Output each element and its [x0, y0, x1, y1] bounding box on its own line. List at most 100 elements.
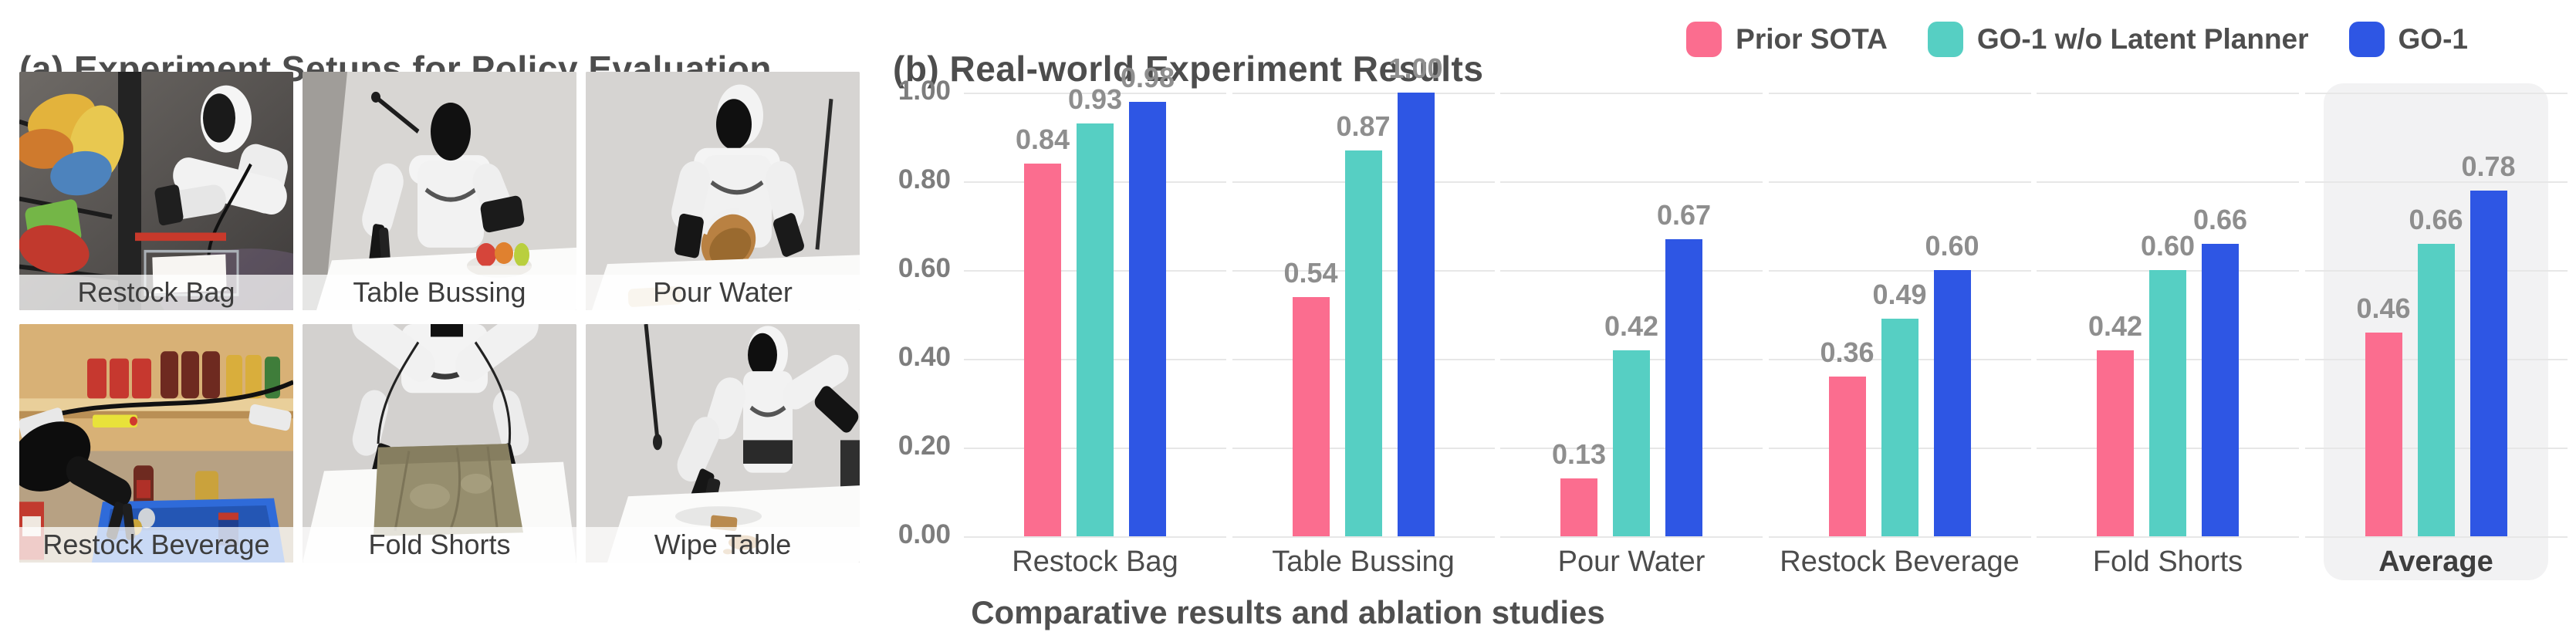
bar-prior-sota — [2097, 350, 2134, 536]
bar-prior-sota — [1292, 296, 1330, 536]
setup-photo-label: Table Bussing — [303, 275, 576, 310]
bar-go-1-w-o-latent-planner — [1344, 150, 1382, 536]
bar-prior-sota — [1560, 478, 1597, 536]
setup-photo-label: Restock Beverage — [19, 527, 293, 563]
bar-go-1 — [1933, 270, 1971, 536]
chart-legend: Prior SOTA GO-1 w/o Latent Planner GO-1 — [1686, 22, 2468, 57]
gridline — [2304, 181, 2568, 183]
bar-go-1 — [1129, 101, 1166, 536]
y-axis-tick-label: 1.00 — [898, 76, 951, 106]
y-axis-tick-label: 0.80 — [898, 164, 951, 194]
bar-go-1 — [1665, 238, 1702, 536]
legend-item-go1-wo-latent-planner: GO-1 w/o Latent Planner — [1927, 22, 2309, 57]
prior-sota-swatch-icon — [1686, 22, 1722, 57]
go1-swatch-icon — [2348, 22, 2385, 57]
gridline — [2304, 93, 2568, 94]
setup-photo-label: Fold Shorts — [303, 527, 576, 563]
bar-go-1 — [1397, 93, 1435, 536]
restock-beverage-scene — [19, 324, 293, 563]
setup-photo-label: Wipe Table — [586, 527, 860, 563]
x-axis-category-label: Pour Water — [1557, 546, 1706, 578]
setup-photo-table-bussing: Table Bussing — [303, 72, 576, 310]
bar-value-label: 0.98 — [1120, 61, 1175, 93]
setup-photo-restock-bag: Restock Bag — [19, 72, 293, 310]
gridline — [1768, 270, 2031, 272]
y-axis-tick-label: 0.60 — [898, 253, 951, 283]
go1-wo-latent-planner-swatch-icon — [1927, 22, 1963, 57]
panel-b-title: (b) Real-world Experiment Results — [893, 49, 1484, 90]
gridline — [1500, 536, 1763, 538]
bar-go-1 — [2470, 190, 2507, 536]
x-axis-category-label: Restock Bag — [1012, 546, 1178, 578]
legend-item-go1: GO-1 — [2348, 22, 2468, 57]
setup-photo-fold-shorts: Fold Shorts — [303, 324, 576, 563]
gridline — [1768, 93, 2031, 94]
setup-photo-label: Restock Bag — [19, 275, 293, 310]
setup-photo-wipe-table: Wipe Table — [586, 324, 860, 563]
bar-value-label: 0.49 — [1872, 279, 1927, 311]
bar-value-label: 0.87 — [1336, 110, 1391, 142]
bar-prior-sota — [1828, 377, 1866, 536]
gridline — [1768, 536, 2031, 538]
gridline — [2037, 536, 2299, 538]
bar-prior-sota — [2365, 332, 2402, 536]
fold-shorts-scene — [303, 324, 576, 563]
bar-go-1-w-o-latent-planner — [1077, 123, 1114, 536]
bar-go-1-w-o-latent-planner — [1613, 350, 1650, 536]
gridline — [1232, 536, 1495, 538]
x-axis-category-label: Fold Shorts — [2092, 546, 2243, 578]
bar-value-label: 0.67 — [1656, 198, 1712, 231]
legend-item-prior-sota: Prior SOTA — [1686, 22, 1888, 57]
bar-go-1-w-o-latent-planner — [2417, 243, 2455, 536]
bar-go-1-w-o-latent-planner — [2149, 270, 2186, 536]
y-axis-tick-label: 0.00 — [898, 519, 951, 549]
gridline — [2037, 181, 2299, 183]
bar-value-label: 0.60 — [2140, 230, 2196, 262]
bar-go-1-w-o-latent-planner — [1881, 319, 1918, 536]
x-axis-category-label: Average — [2378, 546, 2493, 578]
bar-go-1 — [2202, 243, 2239, 536]
legend-label: Prior SOTA — [1736, 23, 1888, 55]
y-axis-tick-label: 0.20 — [898, 431, 951, 461]
chart-facet-average: 0.46 0.66 0.78 Average — [2304, 93, 2568, 578]
gridline — [1500, 181, 1763, 183]
x-axis-category-label: Table Bussing — [1272, 546, 1455, 578]
bar-value-label: 0.66 — [2409, 203, 2463, 235]
setup-photo-restock-beverage: Restock Beverage — [19, 324, 293, 563]
chart-facet-table-bussing: 0.54 0.87 1.00 Table Bussing — [1232, 52, 1495, 578]
bar-value-label: 0.66 — [2192, 203, 2248, 235]
bar-value-label: 0.46 — [2356, 292, 2411, 324]
bar-value-label: 0.60 — [1925, 230, 1979, 262]
chart-facet-restock-bag: 0.84 0.93 0.98 Restock Bag — [964, 62, 1226, 578]
bar-value-label: 0.78 — [2461, 150, 2516, 182]
bar-value-label: 0.42 — [2088, 309, 2143, 342]
chart-facet-pour-water: 0.13 0.42 0.67 Pour Water — [1500, 93, 1763, 578]
bar-prior-sota — [1024, 164, 1061, 536]
y-axis-tick-label: 0.40 — [898, 342, 951, 372]
gridline — [1500, 270, 1763, 272]
chart-facet-fold-shorts: 0.42 0.60 0.66 Fold Shorts — [2037, 93, 2299, 578]
bar-value-label: 0.36 — [1820, 336, 1875, 368]
bar-value-label: 1.00 — [1388, 52, 1443, 84]
gridline — [1768, 181, 2031, 183]
bar-value-label: 0.93 — [1067, 83, 1123, 116]
bar-value-label: 0.84 — [1015, 123, 1070, 155]
chart-facet-restock-beverage: 0.36 0.49 0.60 Restock Beverage — [1768, 93, 2031, 578]
bar-value-label: 0.42 — [1604, 309, 1659, 342]
bar-value-label: 0.13 — [1551, 438, 1607, 471]
setup-photo-pour-water: Pour Water — [586, 72, 860, 310]
gridline — [2304, 536, 2568, 538]
gridline — [1500, 93, 1763, 94]
gridline — [964, 93, 1226, 94]
gridline — [964, 536, 1226, 538]
experiment-photo-grid: Restock Bag — [19, 72, 860, 563]
setup-photo-label: Pour Water — [586, 275, 860, 310]
gridline — [1232, 93, 1495, 94]
bar-value-label: 0.54 — [1283, 256, 1338, 289]
legend-label: GO-1 w/o Latent Planner — [1976, 23, 2309, 55]
figure-caption: Comparative results and ablation studies — [971, 594, 1605, 630]
gridline — [2037, 93, 2299, 94]
legend-label: GO-1 — [2398, 23, 2468, 55]
